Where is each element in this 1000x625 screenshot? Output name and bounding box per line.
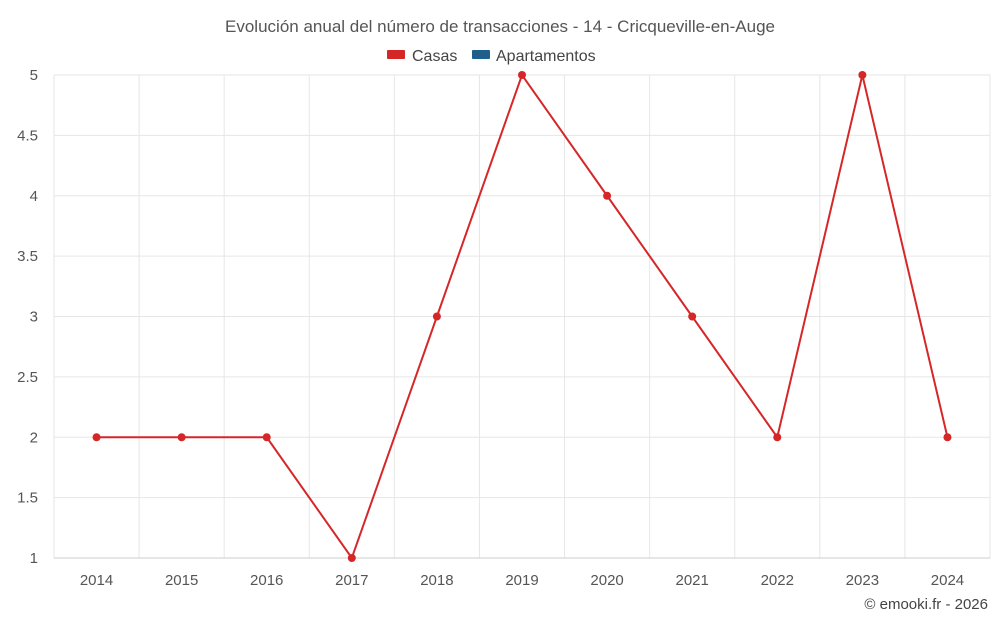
data-point-casas[interactable]	[518, 71, 526, 79]
y-tick-label: 3.5	[17, 248, 38, 265]
data-point-casas[interactable]	[943, 433, 952, 442]
series-casas	[92, 71, 952, 562]
x-axis-ticks: 2014 2015 2016 2017 2018 2019 2020 2021 2022 2023…	[80, 572, 964, 589]
y-tick-label: 2	[30, 429, 38, 446]
y-tick-label: 3	[30, 309, 38, 326]
credit-text: © emooki.fr - 2026	[864, 596, 988, 613]
y-axis-ticks: 1 1.5 2 2.5 3 3.5 4 4.5 5	[17, 67, 38, 567]
data-point-casas[interactable]	[773, 433, 782, 442]
legend[interactable]: Casas Apartamentos	[387, 48, 596, 65]
data-point-casas[interactable]	[262, 433, 271, 442]
data-point-casas[interactable]	[92, 433, 101, 442]
legend-label-apartamentos[interactable]: Apartamentos	[496, 48, 596, 65]
x-tick-label: 2020	[590, 572, 623, 589]
data-point-casas[interactable]	[347, 554, 356, 562]
x-tick-label: 2022	[761, 572, 794, 589]
x-tick-label: 2024	[931, 572, 964, 589]
data-point-casas[interactable]	[432, 312, 441, 321]
x-tick-label: 2014	[80, 572, 113, 589]
x-tick-label: 2019	[505, 572, 538, 589]
x-tick-label: 2015	[165, 572, 198, 589]
chart-title: Evolución anual del número de transaccio…	[225, 17, 775, 36]
legend-label-casas[interactable]: Casas	[412, 48, 457, 65]
y-tick-label: 4.5	[17, 127, 38, 144]
data-point-casas[interactable]	[177, 433, 186, 442]
y-tick-label: 2.5	[17, 369, 38, 386]
x-tick-label: 2023	[846, 572, 879, 589]
data-point-casas[interactable]	[688, 312, 697, 321]
y-tick-label: 1.5	[17, 490, 38, 507]
x-tick-label: 2021	[675, 572, 708, 589]
x-tick-label: 2016	[250, 572, 283, 589]
data-point-casas[interactable]	[603, 191, 612, 200]
data-point-casas[interactable]	[858, 71, 867, 79]
x-tick-label: 2017	[335, 572, 368, 589]
legend-swatch-casas	[387, 50, 405, 59]
y-tick-label: 4	[30, 188, 38, 205]
grid	[53, 74, 991, 559]
y-tick-label: 1	[30, 550, 38, 567]
x-tick-label: 2018	[420, 572, 453, 589]
legend-swatch-apartamentos	[472, 50, 490, 59]
y-tick-label: 5	[30, 67, 38, 84]
